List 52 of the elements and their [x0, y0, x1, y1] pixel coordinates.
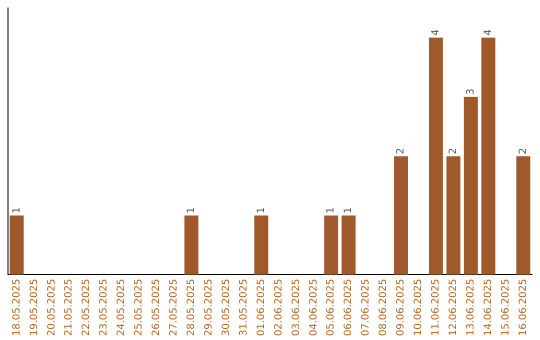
x-tick-label: 29.05.2025	[203, 278, 214, 336]
x-tick-label: 31.05.2025	[238, 278, 250, 336]
bar	[342, 215, 356, 275]
x-tick-label: 25.05.2025	[134, 278, 145, 336]
bar	[254, 215, 268, 275]
x-tick-label: 22.05.2025	[81, 278, 92, 336]
x-tick-label: 15.06.2025	[500, 278, 512, 336]
x-tick-label: 28.05.2025	[186, 278, 197, 336]
x-tick-label: 07.06.2025	[360, 278, 372, 336]
x-tick-label: 18.05.2025	[11, 278, 22, 336]
data-label: 4	[482, 29, 494, 36]
bar	[324, 215, 338, 275]
x-tick-label: 13.06.2025	[465, 278, 476, 336]
data-label: 4	[430, 29, 442, 36]
data-label: 1	[343, 207, 354, 214]
x-tick-label: 20.05.2025	[46, 278, 58, 336]
x-tick-label: 10.06.2025	[413, 278, 424, 336]
data-label: 1	[256, 207, 267, 214]
x-tick-label: 02.06.2025	[273, 278, 284, 336]
bar	[184, 215, 198, 275]
x-tick-label: 16.06.2025	[518, 278, 529, 336]
x-tick-label: 09.06.2025	[396, 278, 407, 336]
x-tick-label: 04.06.2025	[308, 278, 320, 336]
data-label: 2	[518, 148, 529, 154]
bar	[446, 156, 460, 275]
x-tick-label: 24.05.2025	[116, 278, 128, 336]
bar	[481, 38, 496, 275]
x-tick-label: 14.06.2025	[482, 278, 494, 336]
x-tick-label: 08.06.2025	[378, 278, 390, 336]
x-tick-label: 01.06.2025	[256, 278, 267, 336]
x-tick-label: 19.05.2025	[28, 278, 40, 336]
x-tick-label: 26.05.2025	[151, 278, 162, 336]
bar	[516, 156, 530, 275]
data-label: 1	[186, 207, 197, 214]
data-label: 1	[11, 207, 22, 214]
x-tick-label: 23.05.2025	[98, 278, 110, 336]
x-tick-label: 21.05.2025	[64, 278, 75, 336]
x-tick-label: 05.06.2025	[326, 278, 337, 336]
bar	[394, 156, 408, 275]
x-tick-label: 12.06.2025	[448, 278, 459, 336]
data-label: 2	[448, 148, 459, 154]
bar	[428, 38, 443, 275]
data-label: 3	[465, 88, 476, 95]
bar	[464, 96, 478, 275]
data-label: 1	[326, 207, 337, 214]
bar	[10, 215, 24, 275]
data-label: 2	[396, 148, 407, 154]
x-tick-label: 06.06.2025	[343, 278, 354, 336]
x-tick-label: 27.05.2025	[168, 278, 180, 336]
x-tick-label: 30.05.2025	[220, 278, 232, 336]
x-tick-label: 11.06.2025	[430, 278, 442, 336]
x-tick-label: 03.06.2025	[290, 278, 302, 336]
